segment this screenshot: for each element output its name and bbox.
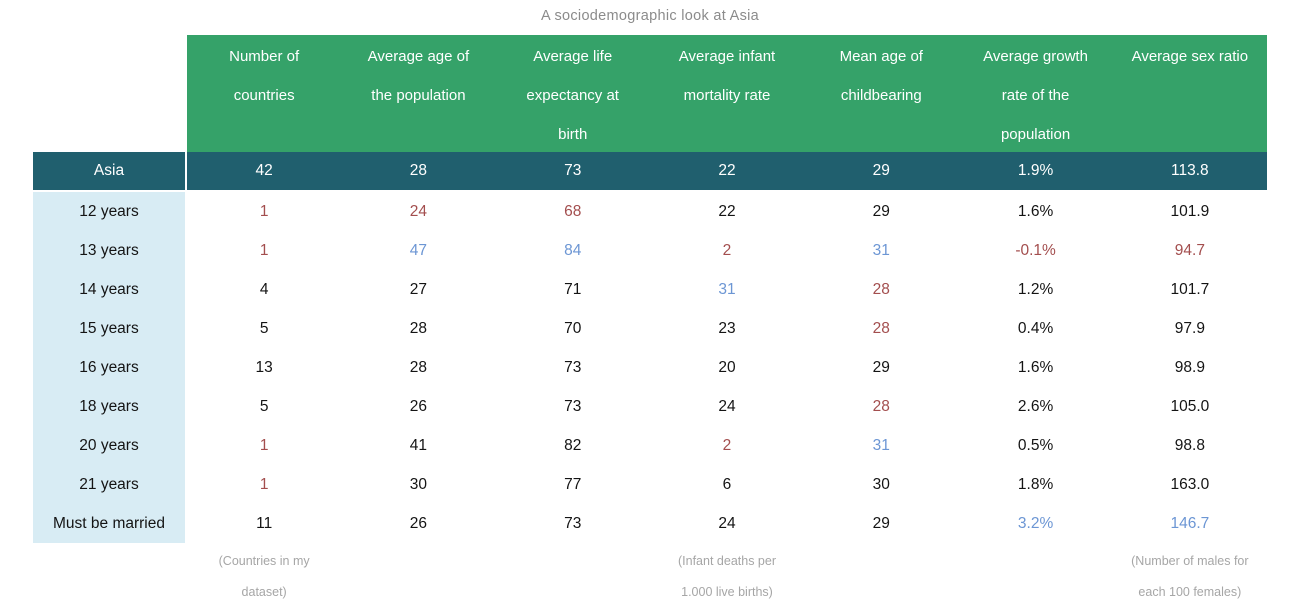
data-cell: 24 xyxy=(341,192,496,231)
data-cell: 73 xyxy=(495,387,650,426)
data-cell: 0.5% xyxy=(958,426,1113,465)
row-label: 20 years xyxy=(33,426,187,465)
data-cell: 1.6% xyxy=(958,192,1113,231)
data-cell: 31 xyxy=(649,270,805,309)
summary-cell: 113.8 xyxy=(1112,152,1267,192)
data-cell: 11 xyxy=(187,504,342,543)
data-cell: -0.1% xyxy=(958,231,1113,270)
data-cell: 23 xyxy=(649,309,805,348)
data-cell: 5 xyxy=(187,387,342,426)
data-cell: 0.4% xyxy=(958,309,1113,348)
data-cell: 28 xyxy=(341,348,496,387)
column-header: Average growth rate of the population xyxy=(958,35,1113,152)
data-cell: 97.9 xyxy=(1112,309,1267,348)
data-cell: 2 xyxy=(649,231,805,270)
data-cell: 31 xyxy=(804,426,959,465)
data-cell: 101.9 xyxy=(1112,192,1267,231)
table: Number of countries Average age of the po… xyxy=(33,35,1267,608)
data-cell: 29 xyxy=(804,348,959,387)
footnote-corner xyxy=(33,543,187,608)
data-cell: 1 xyxy=(187,426,342,465)
summary-cell: 42 xyxy=(187,152,342,192)
row-label: 13 years xyxy=(33,231,187,270)
data-cell: 146.7 xyxy=(1112,504,1267,543)
data-cell: 30 xyxy=(804,465,959,504)
data-cell: 70 xyxy=(495,309,650,348)
data-cell: 29 xyxy=(804,192,959,231)
summary-cell: 29 xyxy=(804,152,959,192)
data-cell: 1.8% xyxy=(958,465,1113,504)
row-label: 18 years xyxy=(33,387,187,426)
data-cell: 27 xyxy=(341,270,496,309)
data-cell: 26 xyxy=(341,387,496,426)
data-cell: 1.2% xyxy=(958,270,1113,309)
data-cell: 29 xyxy=(804,504,959,543)
data-cell: 98.8 xyxy=(1112,426,1267,465)
data-cell: 2 xyxy=(649,426,805,465)
summary-cell: 1.9% xyxy=(958,152,1113,192)
row-label: 15 years xyxy=(33,309,187,348)
summary-cell: 28 xyxy=(341,152,496,192)
row-label: Must be married xyxy=(33,504,187,543)
row-label: 14 years xyxy=(33,270,187,309)
data-cell: 20 xyxy=(649,348,805,387)
column-header: Average life expectancy at birth xyxy=(495,35,650,152)
data-cell: 1 xyxy=(187,231,342,270)
data-cell: 24 xyxy=(649,504,805,543)
data-cell: 73 xyxy=(495,348,650,387)
column-footnote xyxy=(495,543,650,608)
data-cell: 98.9 xyxy=(1112,348,1267,387)
column-header: Average infant mortality rate xyxy=(649,35,805,152)
column-footnote xyxy=(804,543,959,608)
data-cell: 28 xyxy=(804,387,959,426)
column-footnote xyxy=(341,543,496,608)
data-cell: 1.6% xyxy=(958,348,1113,387)
data-cell: 28 xyxy=(804,270,959,309)
data-cell: 31 xyxy=(804,231,959,270)
data-cell: 22 xyxy=(649,192,805,231)
data-cell: 3.2% xyxy=(958,504,1113,543)
data-cell: 5 xyxy=(187,309,342,348)
data-cell: 105.0 xyxy=(1112,387,1267,426)
column-header: Number of countries xyxy=(187,35,342,152)
data-cell: 4 xyxy=(187,270,342,309)
data-cell: 101.7 xyxy=(1112,270,1267,309)
data-cell: 47 xyxy=(341,231,496,270)
data-cell: 163.0 xyxy=(1112,465,1267,504)
column-footnote: (Countries in my dataset) xyxy=(187,543,342,608)
data-cell: 24 xyxy=(649,387,805,426)
chart-title: A sociodemographic look at Asia xyxy=(540,8,760,24)
column-footnote xyxy=(958,543,1113,608)
data-cell: 26 xyxy=(341,504,496,543)
data-cell: 28 xyxy=(341,309,496,348)
row-label: 16 years xyxy=(33,348,187,387)
data-cell: 68 xyxy=(495,192,650,231)
column-header: Average sex ratio xyxy=(1112,35,1267,152)
data-cell: 82 xyxy=(495,426,650,465)
data-cell: 1 xyxy=(187,192,342,231)
row-label: 12 years xyxy=(33,192,187,231)
data-cell: 77 xyxy=(495,465,650,504)
row-label: 21 years xyxy=(33,465,187,504)
column-header: Mean age of childbearing xyxy=(804,35,959,152)
data-cell: 6 xyxy=(649,465,805,504)
data-cell: 28 xyxy=(804,309,959,348)
data-cell: 84 xyxy=(495,231,650,270)
data-cell: 41 xyxy=(341,426,496,465)
data-cell: 2.6% xyxy=(958,387,1113,426)
data-cell: 1 xyxy=(187,465,342,504)
data-cell: 73 xyxy=(495,504,650,543)
data-cell: 71 xyxy=(495,270,650,309)
column-header: Average age of the population xyxy=(341,35,496,152)
summary-cell: 22 xyxy=(649,152,805,192)
header-corner-cell xyxy=(33,35,187,152)
column-footnote: (Infant deaths per 1.000 live births) xyxy=(649,543,805,608)
column-footnote: (Number of males for each 100 females) xyxy=(1112,543,1267,608)
data-cell: 94.7 xyxy=(1112,231,1267,270)
summary-cell: 73 xyxy=(495,152,650,192)
data-cell: 13 xyxy=(187,348,342,387)
summary-row-label: Asia xyxy=(33,152,187,192)
data-cell: 30 xyxy=(341,465,496,504)
